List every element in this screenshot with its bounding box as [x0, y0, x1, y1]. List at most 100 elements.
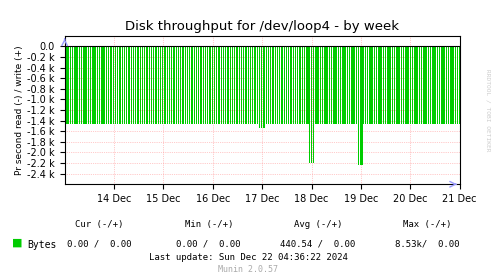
Bar: [67, 46, 68, 124]
Bar: [227, 46, 228, 124]
Bar: [280, 46, 282, 124]
Bar: [437, 46, 438, 124]
Bar: [200, 46, 201, 124]
Bar: [106, 46, 107, 124]
Bar: [239, 46, 240, 124]
Bar: [212, 46, 213, 124]
Bar: [178, 46, 179, 124]
Bar: [328, 46, 329, 124]
Bar: [415, 46, 416, 124]
Bar: [322, 46, 323, 124]
Bar: [253, 46, 254, 124]
Bar: [324, 46, 325, 124]
Bar: [228, 46, 230, 124]
Text: Min (-/+): Min (-/+): [184, 220, 233, 229]
Bar: [394, 46, 395, 124]
Bar: [192, 46, 193, 124]
Bar: [110, 46, 111, 124]
Bar: [363, 46, 364, 124]
Bar: [167, 46, 168, 124]
Bar: [336, 46, 337, 124]
Bar: [399, 46, 400, 124]
Bar: [214, 46, 215, 124]
Bar: [313, 46, 314, 163]
Bar: [194, 46, 195, 124]
Bar: [455, 46, 456, 124]
Bar: [424, 46, 425, 124]
Bar: [426, 46, 427, 124]
Bar: [351, 46, 352, 124]
Bar: [183, 46, 184, 124]
Bar: [95, 46, 96, 124]
Y-axis label: Pr second read (-) / write (+): Pr second read (-) / write (+): [15, 45, 24, 175]
Bar: [435, 46, 436, 124]
Bar: [428, 46, 429, 124]
Bar: [255, 46, 256, 124]
Bar: [160, 46, 161, 124]
Bar: [356, 46, 357, 124]
Bar: [308, 46, 309, 124]
Bar: [232, 46, 233, 124]
Text: Avg (-/+): Avg (-/+): [294, 220, 342, 229]
Bar: [290, 46, 291, 124]
Bar: [295, 46, 296, 124]
Bar: [431, 46, 433, 124]
Bar: [268, 46, 269, 124]
Bar: [441, 46, 442, 124]
Bar: [442, 46, 443, 124]
Bar: [334, 46, 335, 124]
Bar: [65, 46, 66, 124]
Text: Last update: Sun Dec 22 04:36:22 2024: Last update: Sun Dec 22 04:36:22 2024: [149, 253, 348, 262]
Bar: [79, 46, 80, 124]
Bar: [304, 46, 305, 124]
Bar: [349, 46, 350, 124]
Bar: [381, 46, 382, 124]
Bar: [383, 46, 384, 124]
Bar: [275, 46, 276, 124]
Bar: [91, 46, 93, 124]
Bar: [354, 46, 355, 124]
Text: 0.00 /  0.00: 0.00 / 0.00: [176, 239, 241, 248]
Bar: [157, 46, 158, 124]
Bar: [302, 46, 303, 124]
Bar: [261, 46, 262, 128]
Bar: [171, 46, 172, 124]
Bar: [158, 46, 159, 124]
Bar: [113, 46, 114, 124]
Bar: [133, 46, 134, 124]
Bar: [102, 46, 103, 124]
Bar: [306, 46, 307, 124]
Bar: [122, 46, 123, 124]
Bar: [315, 46, 316, 124]
Text: 0.00 /  0.00: 0.00 / 0.00: [67, 239, 132, 248]
Text: Max (-/+): Max (-/+): [403, 220, 452, 229]
Bar: [210, 46, 211, 124]
Bar: [162, 46, 163, 124]
Bar: [205, 46, 206, 124]
Bar: [376, 46, 377, 124]
Bar: [225, 46, 226, 124]
Bar: [412, 46, 413, 124]
Bar: [117, 46, 118, 124]
Bar: [318, 46, 320, 124]
Bar: [251, 46, 253, 124]
Bar: [234, 46, 235, 124]
Bar: [341, 46, 343, 124]
Bar: [271, 46, 273, 124]
Bar: [389, 46, 390, 124]
Bar: [137, 46, 138, 124]
Bar: [288, 46, 289, 124]
Bar: [219, 46, 221, 124]
Bar: [345, 46, 346, 124]
Bar: [135, 46, 136, 124]
Bar: [367, 46, 368, 124]
Bar: [297, 46, 298, 124]
Bar: [407, 46, 408, 124]
Bar: [203, 46, 204, 124]
Bar: [144, 46, 145, 124]
Bar: [238, 46, 239, 124]
Bar: [343, 46, 344, 124]
Bar: [119, 46, 120, 124]
Bar: [284, 46, 285, 124]
Bar: [72, 46, 73, 124]
